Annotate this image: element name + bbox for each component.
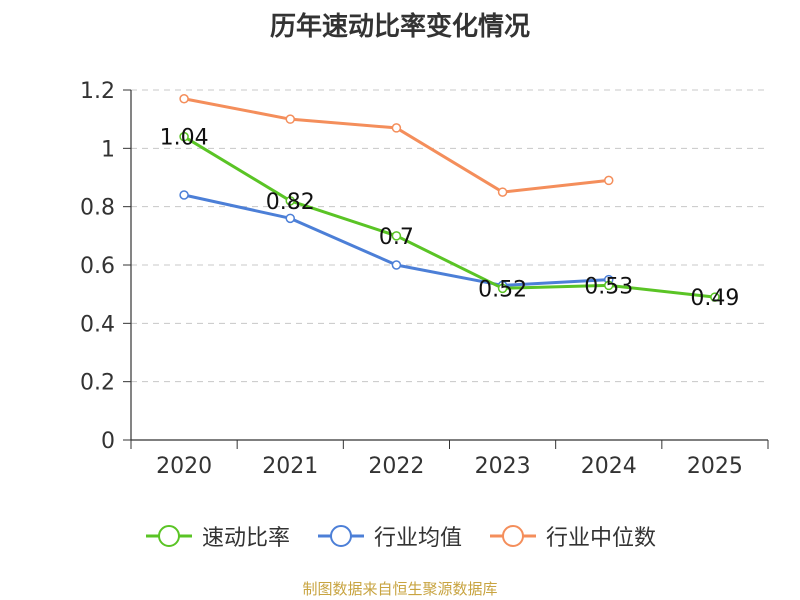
x-tick-label-2020: 2020 — [156, 454, 212, 479]
point-速动比率-2021 — [285, 196, 295, 206]
point-行业均值-2020 — [179, 190, 189, 200]
point-行业中位数-2021 — [285, 114, 295, 124]
legend-label: 行业均值 — [373, 526, 462, 551]
legend-item-行业中位数[interactable]: 行业中位数 — [488, 520, 656, 552]
legend-marker-icon — [317, 525, 364, 547]
point-行业中位数-2024 — [604, 175, 614, 186]
legend-label: 行业中位数 — [546, 526, 657, 551]
y-tick-label-2: 0.4 — [80, 312, 115, 337]
point-行业均值-2021 — [285, 213, 295, 224]
legend-label: 速动比率 — [201, 526, 290, 551]
y-tick-label-4: 0.8 — [80, 196, 115, 221]
series — [179, 94, 720, 302]
y-tick-label-5: 1 — [101, 137, 115, 162]
point-速动比率-2024 — [604, 280, 614, 291]
legend-item-速动比率[interactable]: 速动比率 — [144, 520, 290, 552]
point-速动比率-2023 — [497, 283, 508, 294]
data-label-2022: 0.7 — [379, 225, 414, 250]
series-line-行业中位数 — [183, 97, 609, 194]
series-line-速动比率 — [183, 135, 716, 299]
point-速动比率-2025 — [710, 292, 720, 302]
x-tick-label-2023: 2023 — [475, 454, 531, 479]
source-note: 制图数据来自恒生聚源数据库 — [302, 580, 498, 598]
data-label-2025: 0.49 — [690, 286, 739, 311]
data-label-2020: 1.04 — [160, 126, 209, 151]
x-tick-label-2021: 2021 — [262, 454, 318, 479]
data-label-2024: 0.53 — [584, 274, 633, 299]
grid-lines — [131, 89, 768, 383]
point-行业中位数-2022 — [391, 123, 402, 133]
legend: 速动比率 行业均值 行业中位数 — [0, 520, 800, 552]
chart-title: 历年速动比率变化情况 — [269, 12, 530, 42]
x-tick-label-2025: 2025 — [687, 454, 743, 479]
point-行业均值-2022 — [391, 260, 402, 270]
data-labels: 1.04 0.82 0.7 0.52 0.53 0.49 — [160, 126, 740, 311]
data-label-2021: 0.82 — [266, 190, 315, 215]
y-tick-label-6: 1.2 — [80, 79, 115, 104]
point-速动比率-2020 — [179, 131, 189, 142]
legend-marker-icon — [490, 525, 536, 547]
legend-item-行业均值[interactable]: 行业均值 — [316, 520, 462, 552]
legend-marker-icon — [145, 525, 192, 547]
point-速动比率-2022 — [391, 231, 402, 241]
point-行业中位数-2023 — [497, 187, 508, 197]
y-tick-label-0: 0 — [101, 429, 115, 454]
x-tick-label-2022: 2022 — [368, 454, 424, 479]
point-行业中位数-2020 — [179, 94, 189, 104]
data-label-2023: 0.52 — [478, 277, 527, 302]
axes: 0 0.2 0.4 0.6 0.8 1 1.2 2020 2021 2022 2023 2024 202… — [80, 79, 769, 479]
x-tick-label-2024: 2024 — [581, 454, 637, 479]
y-tick-label-3: 0.6 — [80, 254, 115, 279]
y-tick-label-1: 0.2 — [80, 371, 115, 396]
